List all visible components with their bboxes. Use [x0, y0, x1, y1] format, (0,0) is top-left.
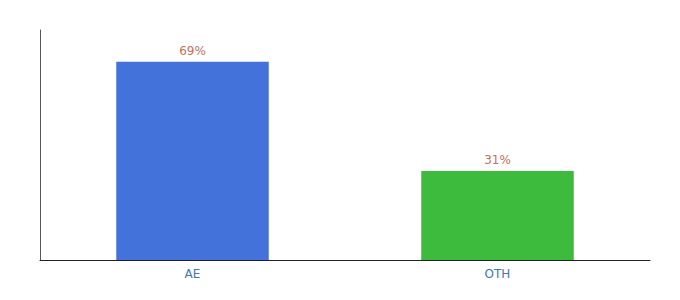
svg-text:31%: 31%: [484, 153, 511, 167]
svg-text:OTH: OTH: [485, 267, 511, 281]
svg-text:AE: AE: [185, 267, 201, 281]
svg-text:69%: 69%: [179, 44, 206, 58]
